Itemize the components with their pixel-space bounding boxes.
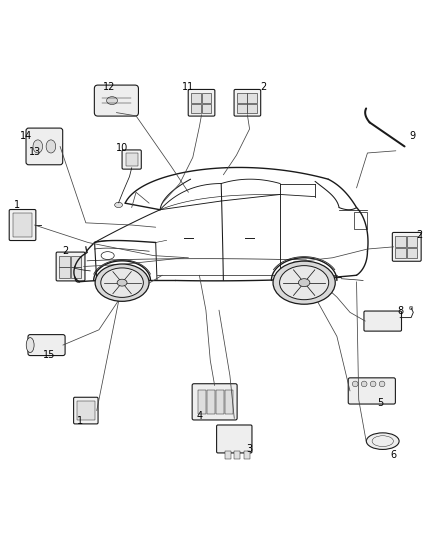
Ellipse shape bbox=[101, 268, 143, 297]
Ellipse shape bbox=[370, 381, 376, 387]
FancyBboxPatch shape bbox=[392, 232, 421, 261]
Ellipse shape bbox=[117, 279, 127, 286]
Text: 11: 11 bbox=[182, 83, 194, 93]
Text: 14: 14 bbox=[20, 131, 32, 141]
Text: 10: 10 bbox=[116, 143, 128, 153]
FancyBboxPatch shape bbox=[364, 311, 402, 331]
Text: 6: 6 bbox=[391, 450, 397, 460]
Bar bbox=[59, 268, 70, 278]
Text: 13: 13 bbox=[28, 147, 41, 157]
Ellipse shape bbox=[298, 279, 310, 287]
Bar bbox=[225, 451, 231, 459]
Ellipse shape bbox=[361, 381, 367, 387]
Bar bbox=[247, 93, 257, 103]
Bar bbox=[201, 103, 211, 113]
Bar bbox=[71, 256, 81, 266]
Text: 2: 2 bbox=[62, 246, 68, 256]
FancyBboxPatch shape bbox=[94, 85, 138, 116]
Bar bbox=[396, 236, 406, 247]
Bar bbox=[226, 390, 233, 414]
FancyBboxPatch shape bbox=[122, 150, 141, 169]
Ellipse shape bbox=[95, 264, 149, 301]
Bar bbox=[77, 401, 95, 421]
Ellipse shape bbox=[26, 337, 34, 352]
Text: 2: 2 bbox=[417, 230, 423, 240]
Ellipse shape bbox=[33, 140, 42, 153]
Bar bbox=[407, 236, 417, 247]
Ellipse shape bbox=[366, 433, 399, 449]
Bar bbox=[354, 212, 367, 229]
FancyBboxPatch shape bbox=[348, 378, 396, 404]
Bar bbox=[13, 213, 32, 237]
FancyBboxPatch shape bbox=[9, 209, 36, 240]
Bar bbox=[244, 451, 250, 459]
Ellipse shape bbox=[410, 306, 413, 310]
FancyBboxPatch shape bbox=[188, 90, 215, 116]
Text: 9: 9 bbox=[409, 131, 415, 141]
Bar bbox=[237, 93, 247, 103]
Text: 4: 4 bbox=[196, 411, 202, 421]
Ellipse shape bbox=[279, 265, 328, 300]
Ellipse shape bbox=[353, 381, 358, 387]
FancyBboxPatch shape bbox=[192, 384, 237, 420]
FancyBboxPatch shape bbox=[74, 397, 98, 424]
Ellipse shape bbox=[115, 203, 123, 207]
Bar bbox=[191, 103, 201, 113]
Ellipse shape bbox=[106, 96, 117, 104]
Text: 1: 1 bbox=[77, 416, 83, 426]
Bar bbox=[396, 248, 406, 258]
Bar bbox=[234, 451, 240, 459]
Bar bbox=[237, 103, 247, 113]
Bar bbox=[71, 268, 81, 278]
Ellipse shape bbox=[379, 381, 385, 387]
Bar bbox=[207, 390, 215, 414]
Bar bbox=[201, 93, 211, 103]
Text: 5: 5 bbox=[378, 398, 384, 408]
Bar bbox=[216, 390, 224, 414]
Bar bbox=[198, 390, 206, 414]
Bar bbox=[191, 93, 201, 103]
Ellipse shape bbox=[273, 261, 335, 304]
Bar bbox=[59, 256, 70, 266]
Bar bbox=[407, 248, 417, 258]
Text: 3: 3 bbox=[247, 444, 253, 454]
Ellipse shape bbox=[46, 140, 56, 153]
Text: 15: 15 bbox=[43, 350, 56, 360]
FancyBboxPatch shape bbox=[28, 335, 65, 356]
FancyBboxPatch shape bbox=[234, 90, 261, 116]
FancyBboxPatch shape bbox=[26, 128, 63, 165]
Text: 8: 8 bbox=[397, 306, 403, 316]
Text: 1: 1 bbox=[14, 200, 20, 211]
Text: 2: 2 bbox=[261, 83, 267, 93]
FancyBboxPatch shape bbox=[217, 425, 252, 453]
Bar bbox=[247, 103, 257, 113]
Bar bbox=[126, 154, 138, 166]
Text: 12: 12 bbox=[103, 83, 115, 93]
FancyBboxPatch shape bbox=[56, 252, 85, 281]
